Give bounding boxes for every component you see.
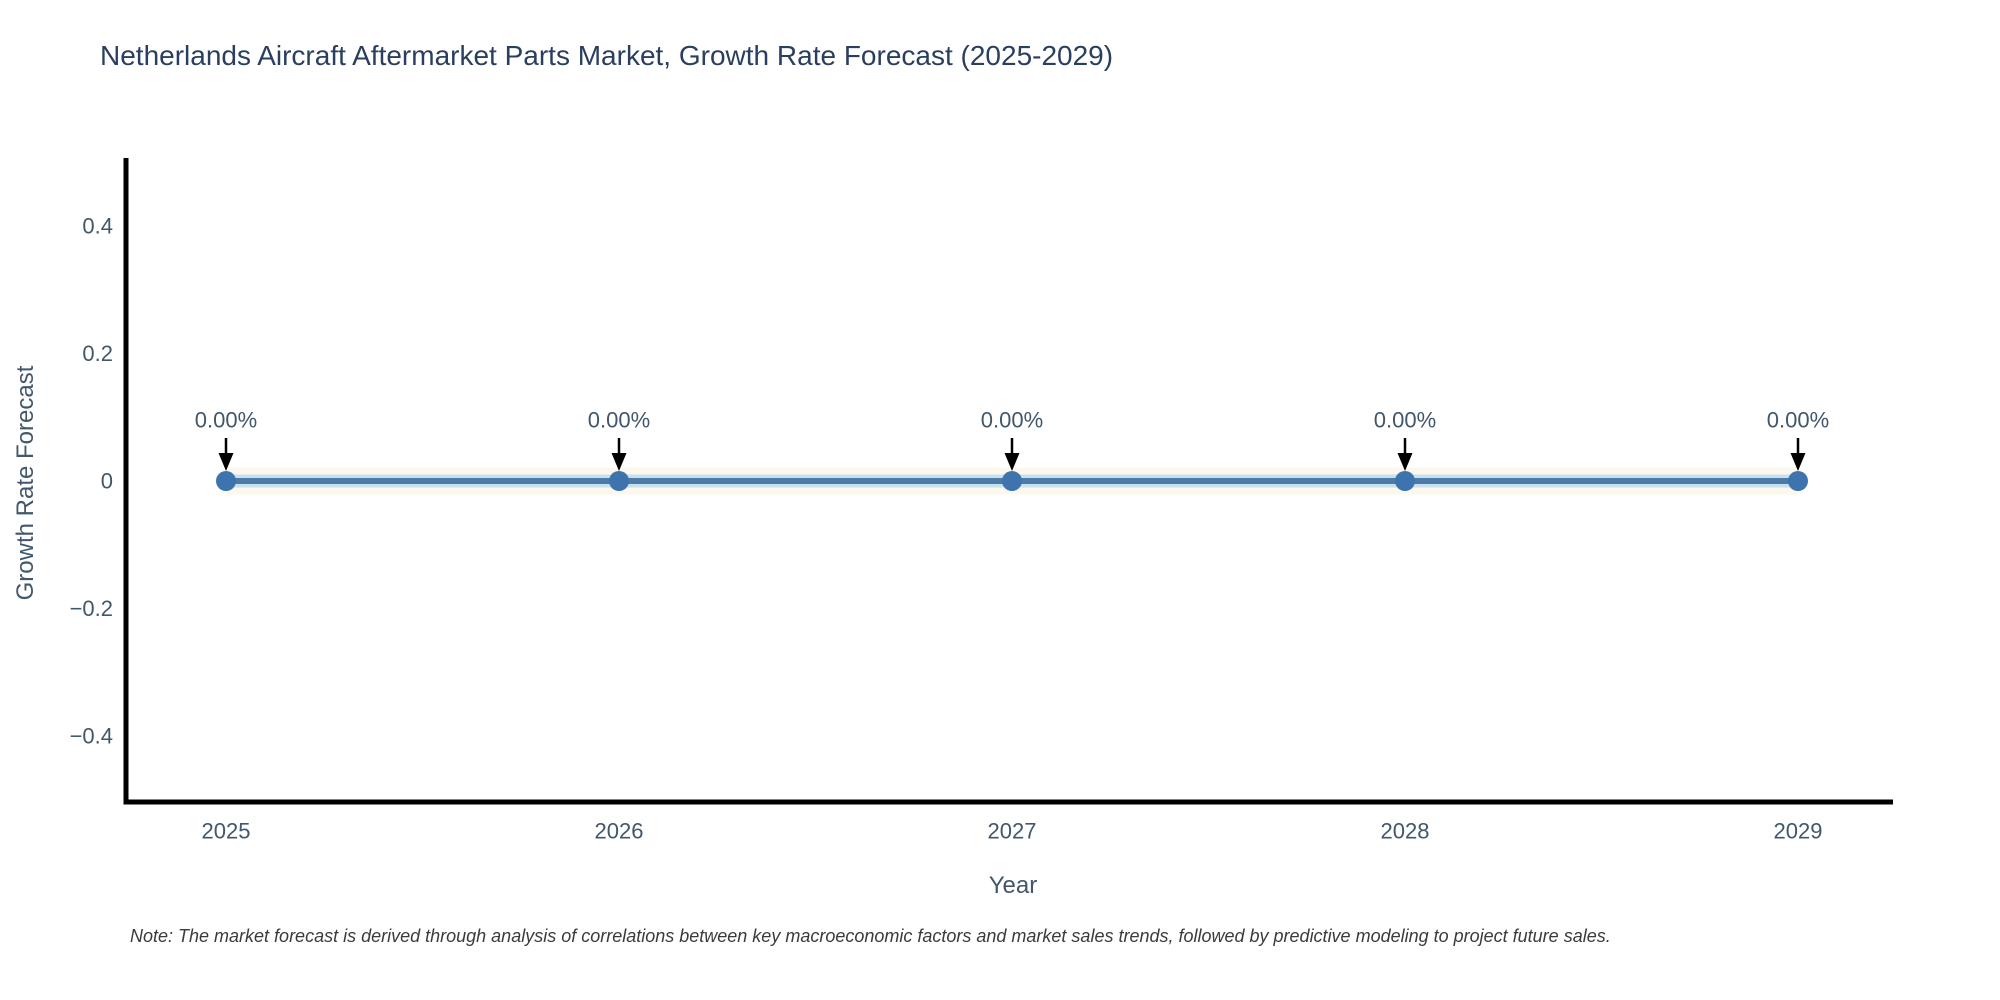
data-point-marker (1395, 471, 1415, 491)
data-point-marker (1788, 471, 1808, 491)
data-point-marker (1002, 471, 1022, 491)
y-tick-label: 0.2 (82, 341, 113, 366)
annotation-arrows (218, 438, 1806, 471)
x-tick-label: 2026 (595, 819, 644, 844)
series-markers (216, 471, 1808, 491)
y-tick-label: 0 (101, 469, 113, 494)
annotation-arrow-head (1790, 453, 1806, 471)
axis-spines (123, 158, 1893, 805)
point-value-label: 0.00% (1767, 408, 1829, 433)
data-point-marker (609, 471, 629, 491)
y-tick-label: −0.4 (70, 724, 113, 749)
footnote: Note: The market forecast is derived thr… (130, 926, 1611, 946)
annotation-arrow-head (611, 453, 627, 471)
point-value-label: 0.00% (195, 408, 257, 433)
chart-title: Netherlands Aircraft Aftermarket Parts M… (100, 40, 1114, 71)
point-value-label: 0.00% (588, 408, 650, 433)
point-value-label: 0.00% (1374, 408, 1436, 433)
annotation-labels: 0.00% 0.00% 0.00% 0.00% 0.00% (195, 408, 1829, 433)
point-value-label: 0.00% (981, 408, 1043, 433)
x-axis-title: Year (988, 872, 1038, 899)
annotation-arrow-head (218, 453, 234, 471)
y-tick-label: −0.2 (70, 596, 113, 621)
data-point-marker (216, 471, 236, 491)
tick-labels: 0.4 0.2 0 −0.2 −0.4 2025 2026 2027 2028 2029 (70, 214, 1823, 844)
annotation-arrow-head (1397, 453, 1413, 471)
x-tick-label: 2027 (988, 819, 1037, 844)
x-tick-label: 2028 (1381, 819, 1430, 844)
y-axis-title: Growth Rate Forecast (12, 365, 39, 601)
x-tick-label: 2025 (202, 819, 251, 844)
y-tick-label: 0.4 (82, 214, 113, 239)
annotation-arrow-head (1004, 453, 1020, 471)
x-tick-label: 2029 (1774, 819, 1823, 844)
